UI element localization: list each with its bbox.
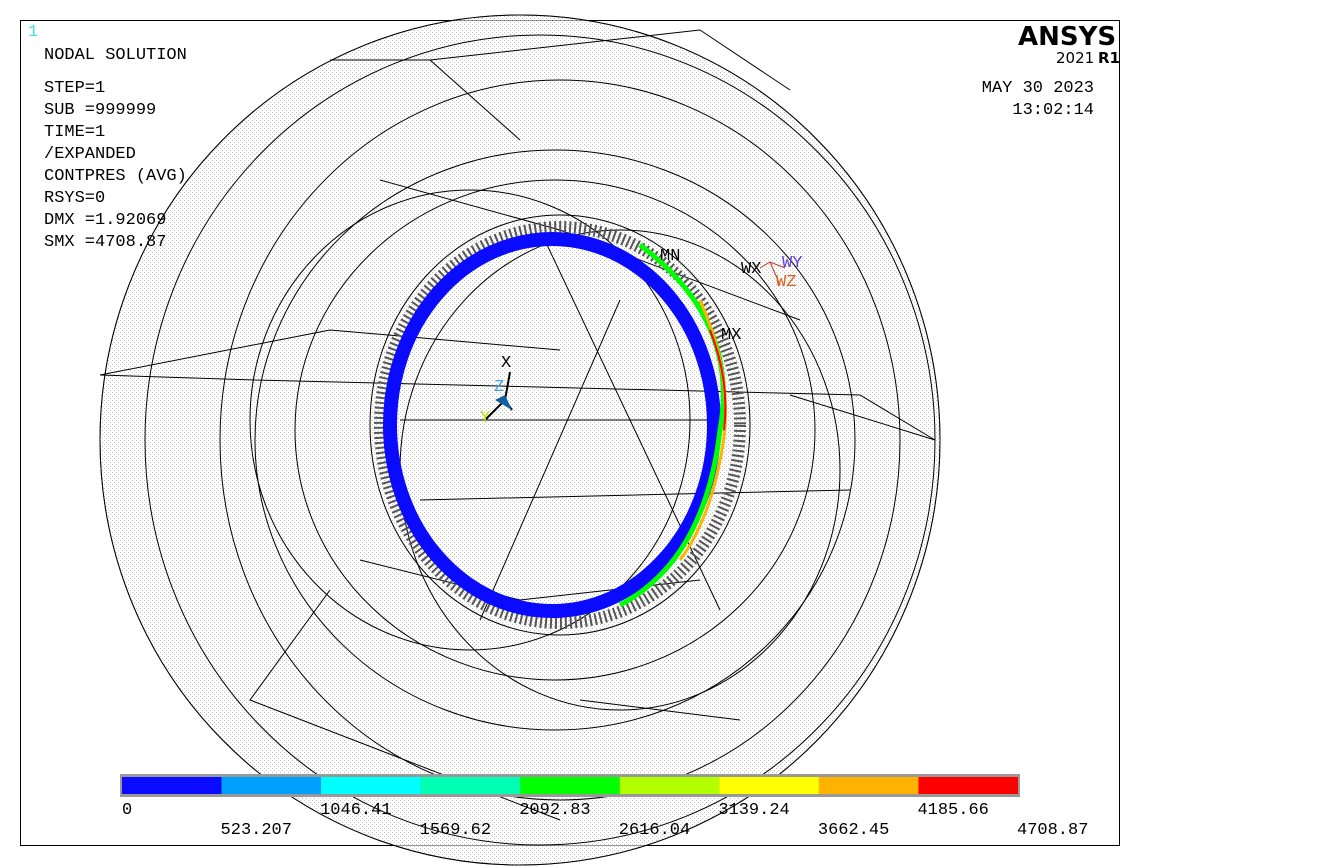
legend-label: 523.207 xyxy=(221,821,292,840)
axis-y-label: Y xyxy=(480,409,490,428)
info-line: TIME=1 xyxy=(44,123,105,142)
wp-y-label: WY xyxy=(782,254,802,273)
legend-swatch xyxy=(520,777,620,794)
legend-label: 0 xyxy=(122,801,132,820)
info-line: CONTPRES (AVG) xyxy=(44,167,187,186)
legend-label: 4708.87 xyxy=(1017,821,1088,840)
info-line: DMX =1.92069 xyxy=(44,211,166,230)
legend-label: 1046.41 xyxy=(320,801,391,820)
legend: 0 523.207 1046.41 1569.62 2092.83 2616.04 3139… xyxy=(120,774,1088,840)
legend-swatch xyxy=(221,777,322,794)
max-label: MX xyxy=(721,326,741,345)
contact-ring xyxy=(374,221,746,629)
legend-label: 4185.66 xyxy=(917,801,988,820)
legend-swatch xyxy=(619,777,720,794)
legend-label: 3662.45 xyxy=(818,821,889,840)
legend-label: 1569.62 xyxy=(420,821,491,840)
legend-swatch xyxy=(719,777,819,794)
info-line: /EXPANDED xyxy=(44,145,136,164)
info-line: RSYS=0 xyxy=(44,189,105,208)
plot-title: NODAL SOLUTION xyxy=(44,46,187,65)
info-block: STEP=1 SUB =999999 TIME=1/EXPANDED CONTPRES… xyxy=(44,79,187,252)
wp-x-label: WX xyxy=(741,260,761,279)
triad xyxy=(484,261,786,421)
logo-brand: ANSYS xyxy=(1018,22,1116,52)
legend-swatch xyxy=(122,777,222,794)
min-label: MN xyxy=(660,247,680,266)
logo-release: R1 xyxy=(1098,49,1120,67)
axis-z-label: Z xyxy=(494,378,504,397)
model-geometry xyxy=(99,14,941,866)
legend-label: 2092.83 xyxy=(519,801,590,820)
info-line: STEP=1 xyxy=(44,79,105,98)
legend-swatch xyxy=(321,777,421,794)
wp-z-label: WZ xyxy=(776,273,796,292)
info-line: SUB =999999 xyxy=(44,101,156,120)
logo-year: 2021 xyxy=(1056,49,1094,67)
window-number: 1 xyxy=(28,23,38,42)
legend-swatch xyxy=(420,777,521,794)
legend-swatch xyxy=(918,777,1018,794)
legend-swatch xyxy=(818,777,919,794)
info-line: SMX =4708.87 xyxy=(44,233,166,252)
legend-label: 3139.24 xyxy=(718,801,789,820)
legend-label: 2616.04 xyxy=(619,821,690,840)
time: 13:02:14 xyxy=(1012,101,1094,120)
axis-x-label: X xyxy=(501,354,511,373)
date: MAY 30 2023 xyxy=(982,79,1094,98)
